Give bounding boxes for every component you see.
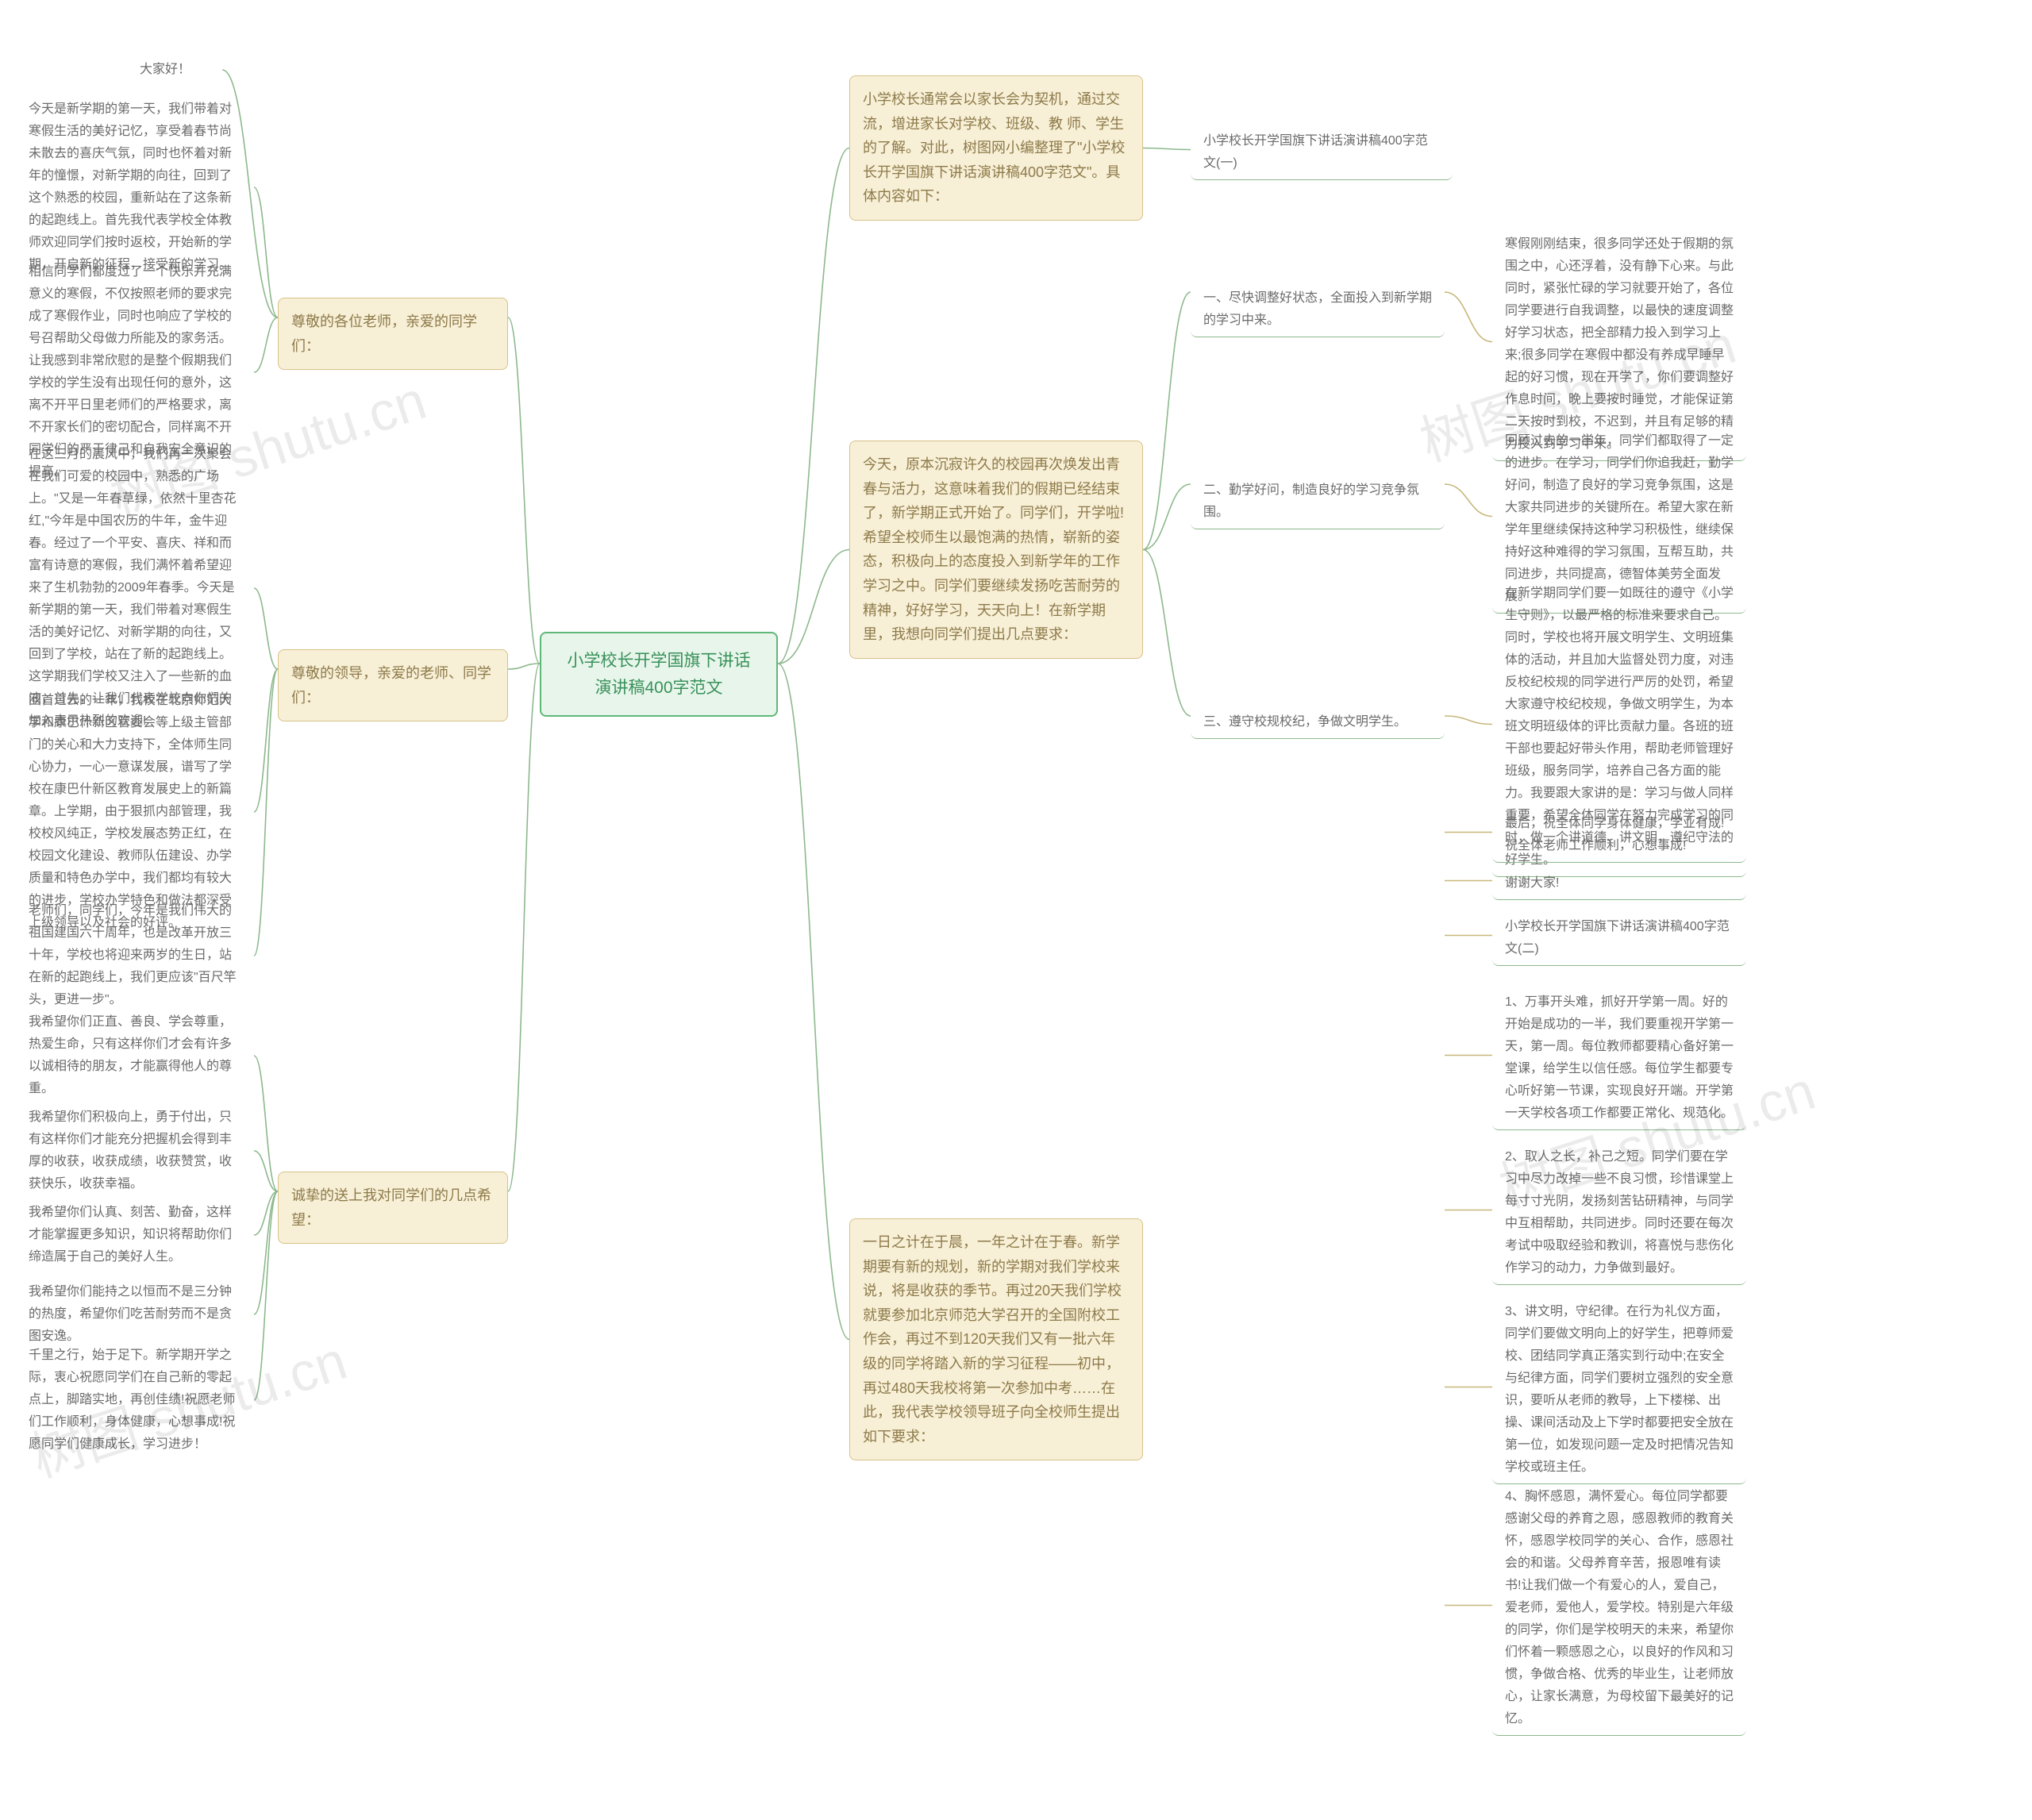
r-sample-2: 小学校长开学国旗下讲话演讲稿400字范文(二) [1492, 905, 1746, 966]
r-point-2: 二、勤学好问，制造良好的学习竞争氛围。 [1191, 468, 1445, 529]
l-journey: 千里之行，始于足下。新学期开学之际，衷心祝愿同学们在自己新的零起点上，脚踏实地，… [16, 1333, 254, 1467]
r-req-2: 2、取人之长，补己之短。同学们要在学习中尽力改掉一些不良习惯，珍惜课堂上每寸寸光… [1492, 1135, 1746, 1285]
l-wish-kind: 我希望你们正直、善良、学会尊重，热爱生命，只有这样你们才会有许多以诚相待的朋友，… [16, 1000, 254, 1111]
r-thanks: 谢谢大家! [1492, 861, 1746, 900]
l-wish-diligent: 我希望你们认真、刻苦、勤奋，这样才能掌握更多知识，知识将帮助你们缔造属于自己的美… [16, 1191, 254, 1279]
branch-year-plan: 一日之计在于晨，一年之计在于春。新学期要有新的规划，新的学期对我们学校来说，将是… [849, 1218, 1143, 1460]
r-point-1: 一、尽快调整好状态，全面投入到新学期的学习中来。 [1191, 276, 1445, 337]
branch-intro: 小学校长通常会以家长会为契机，通过交流，增进家长对学校、班级、教 师、学生的了解… [849, 75, 1143, 221]
branch-wishes: 诚挚的送上我对同学们的几点希望： [278, 1172, 508, 1244]
r-req-3: 3、讲文明，守纪律。在行为礼仪方面，同学们要做文明向上的好学生，把尊师爱校、团结… [1492, 1290, 1746, 1484]
r-point-3: 三、遵守校规校纪，争做文明学生。 [1191, 700, 1445, 739]
branch-leaders: 尊敬的领导，亲爱的老师、同学们： [278, 649, 508, 721]
branch-teachers: 尊敬的各位老师，亲爱的同学们： [278, 298, 508, 370]
r-sample-1: 小学校长开学国旗下讲话演讲稿400字范文(一) [1191, 119, 1453, 180]
r-bless: 最后，祝全体同学身体健康，学业有成!祝全体老师工作顺利，心想事成! [1492, 802, 1746, 863]
r-req-1: 1、万事开头难，抓好开学第一周。好的开始是成功的一半，我们要重视开学第一天，第一… [1492, 980, 1746, 1130]
branch-today-campus: 今天，原本沉寂许久的校园再次焕发出青春与活力，这意味着我们的假期已经结束了，新学… [849, 441, 1143, 659]
center-node: 小学校长开学国旗下讲话演讲稿400字范文 [540, 632, 778, 717]
r-req-4: 4、胸怀感恩，满怀爱心。每位同学都要感谢父母的养育之恩，感恩教师的教育关怀，感恩… [1492, 1475, 1746, 1736]
l-wish-positive: 我希望你们积极向上，勇于付出，只有这样你们才能充分把握机会得到丰厚的收获，收获成… [16, 1095, 254, 1206]
l-greet: 大家好！ [127, 48, 222, 92]
